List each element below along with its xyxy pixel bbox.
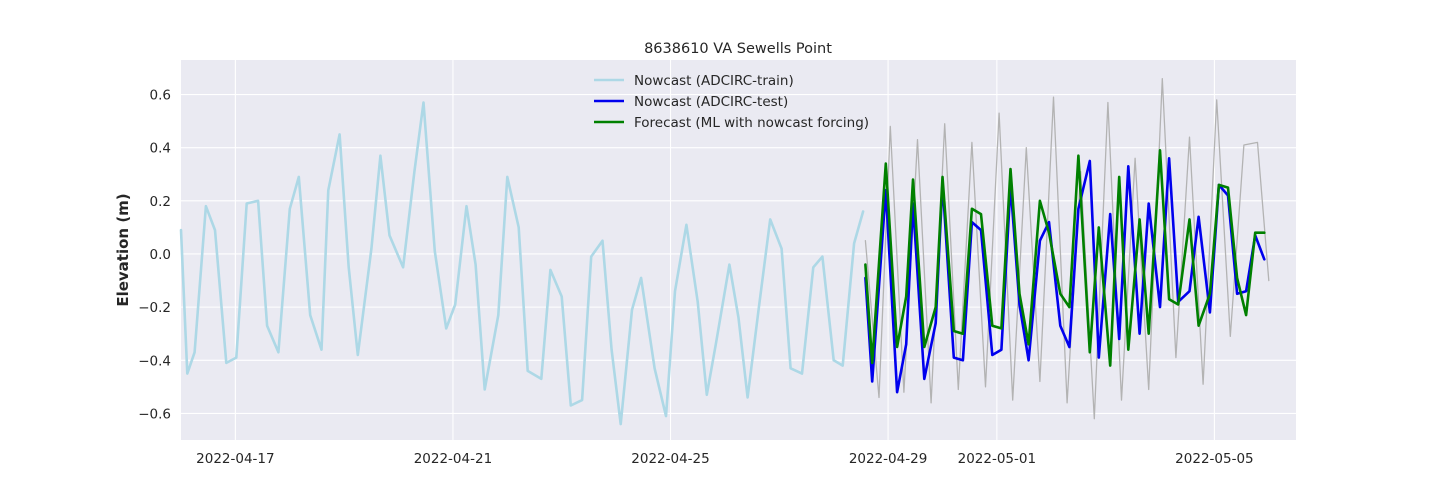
y-tick-label: 0.4 — [150, 141, 171, 157]
legend: Nowcast (ADCIRC-train) Nowcast (ADCIRC-te… — [594, 73, 869, 131]
series-line-3 — [864, 149, 1266, 367]
x-tick-label: 2022-04-17 — [196, 451, 274, 467]
y-tick-label: −0.6 — [138, 406, 171, 422]
y-tick-label: 0.0 — [150, 247, 171, 263]
series-line-0 — [864, 77, 1270, 420]
legend-label: Nowcast (ADCIRC-train) — [634, 73, 794, 89]
series-line-1 — [179, 101, 865, 426]
series-lines — [179, 77, 1270, 426]
x-tick-label: 2022-04-21 — [414, 451, 492, 467]
grid — [181, 60, 1296, 440]
x-tick-label: 2022-05-05 — [1175, 451, 1253, 467]
chart-title: 8638610 VA Sewells Point — [644, 41, 832, 57]
y-tick-label: 0.2 — [150, 194, 171, 210]
y-tick-labels: −0.6 −0.4 −0.2 0.0 0.2 0.4 0.6 — [138, 88, 171, 423]
legend-label: Nowcast (ADCIRC-test) — [634, 94, 788, 110]
y-tick-label: −0.2 — [138, 300, 171, 316]
x-tick-label: 2022-04-25 — [631, 451, 709, 467]
x-tick-label: 2022-04-29 — [849, 451, 927, 467]
x-tick-labels: 2022-04-17 2022-04-21 2022-04-25 2022-04-29… — [196, 451, 1253, 467]
y-tick-label: −0.4 — [138, 353, 171, 369]
plot-background — [181, 60, 1296, 440]
y-tick-label: 0.6 — [150, 88, 171, 104]
y-axis-label: Elevation (m) — [114, 193, 132, 306]
x-tick-label: 2022-05-01 — [958, 451, 1036, 467]
series-line-2 — [864, 157, 1266, 394]
legend-label: Forecast (ML with nowcast forcing) — [634, 115, 869, 131]
